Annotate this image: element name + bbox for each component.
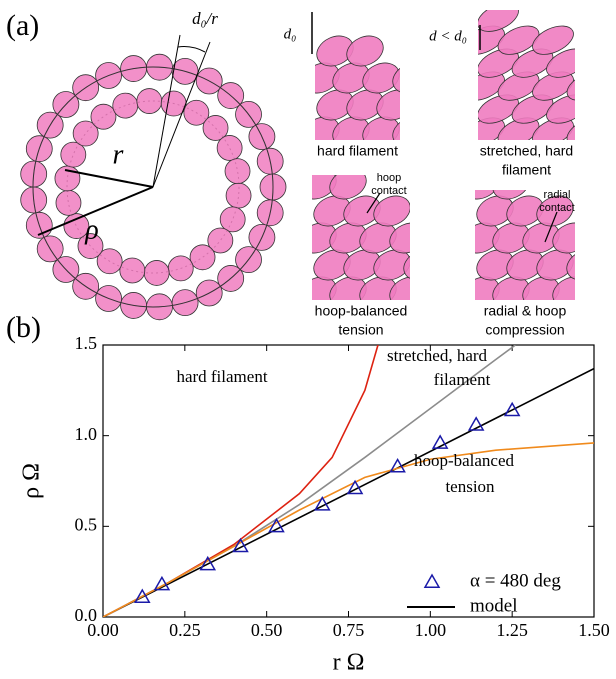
y-tick-label: 0.5	[75, 514, 98, 534]
bead	[113, 93, 138, 118]
panel-caption: hard filament	[317, 143, 398, 159]
panel-caption: tension	[338, 322, 383, 338]
x-tick-label: 0.75	[333, 620, 365, 640]
curve-label: hoop-balanced	[414, 451, 515, 470]
contact-label: radial	[544, 189, 571, 201]
size-label: d₀	[284, 26, 297, 42]
y-axis-label: ρ Ω	[19, 463, 45, 499]
curve-label: filament	[434, 370, 491, 389]
panel-caption: stretched, hard	[480, 143, 573, 159]
bead	[225, 159, 250, 184]
bead	[217, 135, 242, 160]
angle-label: d₀/r	[192, 9, 218, 28]
panel-label: (b)	[6, 311, 41, 344]
bead	[56, 190, 81, 215]
contact-label: contact	[371, 185, 406, 197]
x-tick-label: 0.50	[251, 620, 283, 640]
bead	[190, 245, 215, 270]
angle-arc	[178, 47, 205, 52]
panel-caption: radial & hoop	[484, 303, 567, 319]
y-tick-label: 1.5	[75, 333, 98, 353]
packing	[458, 163, 608, 312]
curve-label: stretched, hard	[387, 346, 488, 365]
panel-label: (a)	[6, 9, 39, 42]
legend-label: α = 480 deg	[470, 570, 561, 591]
packing	[298, 30, 434, 152]
legend-label: model	[470, 595, 518, 616]
curve-label: hard filament	[176, 367, 267, 386]
panel-a: (a) d₀/r r ρ hard filament d₀ stretched, hard f…	[6, 0, 612, 338]
panel-caption: compression	[485, 322, 564, 338]
panel-caption: filament	[502, 162, 551, 178]
size-label: d < d₀	[429, 28, 467, 44]
bead	[168, 256, 193, 281]
rho-label: ρ	[84, 214, 98, 245]
bead	[137, 89, 162, 114]
curve-label: tension	[445, 477, 495, 496]
figure: (a) d₀/r r ρ hard filament d₀ stretched, hard f…	[0, 0, 616, 679]
x-tick-label: 1.25	[496, 620, 528, 640]
y-tick-label: 0.0	[75, 605, 98, 625]
panel-caption: hoop-balanced	[315, 303, 408, 319]
x-tick-label: 0.25	[169, 620, 201, 640]
bead	[226, 183, 251, 208]
bead	[91, 104, 116, 129]
bead	[144, 260, 169, 285]
x-tick-label: 1.00	[415, 620, 447, 640]
packing	[459, 0, 612, 152]
legend-marker	[425, 575, 439, 587]
x-tick-label: 1.50	[578, 620, 610, 640]
r-label: r	[113, 139, 124, 170]
y-tick-label: 1.0	[75, 424, 98, 444]
x-axis-label: r Ω	[333, 650, 365, 676]
bead	[120, 258, 145, 283]
contact-label: hoop	[377, 172, 401, 184]
packing	[295, 163, 445, 312]
